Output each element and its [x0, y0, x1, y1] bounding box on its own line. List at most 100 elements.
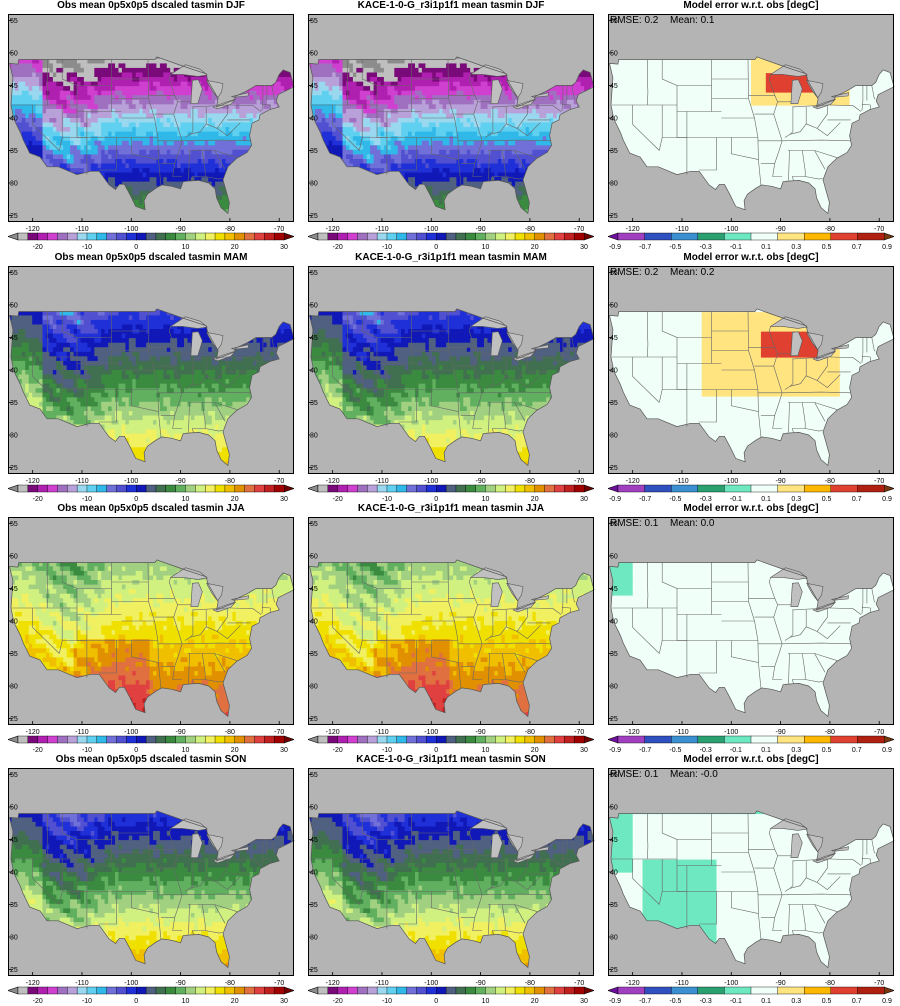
- lat-tick-label: 30: [310, 684, 318, 691]
- colorbar-max-arrow: [884, 736, 894, 743]
- lat-tick-label: 40: [310, 870, 318, 877]
- colorbar-swatch: [495, 485, 505, 492]
- lat-tick-label: 45: [10, 837, 18, 844]
- colorbar-swatch: [274, 987, 284, 994]
- lat-tick-label: 40: [310, 619, 318, 626]
- panel-title: Obs mean 0p5x0p5 dscaled tasmin JJA: [8, 503, 294, 514]
- lat-tick-label: 55: [10, 18, 18, 25]
- colorbar-swatch: [245, 233, 255, 240]
- colorbar-swatch: [367, 485, 377, 492]
- colorbar-label: -0.9: [609, 496, 621, 503]
- colorbar-swatch: [476, 987, 486, 994]
- lat-tick-label: 50: [610, 303, 618, 310]
- colorbar-label: -0.1: [730, 496, 742, 503]
- colorbar-label: -20: [333, 747, 343, 754]
- colorbar-swatch: [456, 987, 466, 994]
- colorbar-swatch: [38, 485, 48, 492]
- colorbar-swatch: [446, 233, 456, 240]
- colorbar-swatch: [485, 987, 495, 994]
- lat-tick-label: 45: [10, 335, 18, 342]
- lat-tick-label: 45: [610, 586, 618, 593]
- colorbar-swatch: [831, 485, 858, 492]
- colorbar-swatch: [328, 736, 338, 743]
- colorbar-label: 20: [231, 244, 239, 251]
- colorbar-max-arrow: [884, 987, 894, 994]
- colorbar-swatch: [456, 233, 466, 240]
- lat-tick-label: 30: [310, 181, 318, 188]
- colorbar-swatch: [476, 233, 486, 240]
- colorbar-max-arrow: [584, 485, 594, 492]
- colorbar-swatch: [357, 736, 367, 743]
- colorbar-swatch: [436, 485, 446, 492]
- colorbar-swatch: [87, 987, 97, 994]
- err-panel-djf: Model error w.r.t. obs [degC]-120-110-10…: [608, 0, 894, 250]
- colorbar-swatch: [235, 485, 245, 492]
- colorbar-label: 0.9: [882, 496, 892, 503]
- colorbar-swatch: [545, 233, 555, 240]
- colorbar-swatch: [446, 987, 456, 994]
- colorbar-swatch: [57, 233, 67, 240]
- colorbar-swatch: [48, 485, 58, 492]
- lat-tick-label: 50: [610, 51, 618, 58]
- colorbar-swatch: [436, 233, 446, 240]
- colorbar-swatch: [117, 987, 127, 994]
- colorbar-swatch: [146, 736, 156, 743]
- colorbar-swatch: [446, 485, 456, 492]
- colorbar-swatch: [495, 736, 505, 743]
- lat-tick-label: 35: [10, 651, 18, 658]
- colorbar-swatch: [97, 987, 107, 994]
- colorbar-swatch: [857, 485, 884, 492]
- mean-label: Mean: -0.0: [670, 769, 718, 780]
- colorbar-swatch: [87, 736, 97, 743]
- colorbar-swatch: [397, 736, 407, 743]
- lat-tick-label: 55: [10, 521, 18, 528]
- colorbar-swatch: [146, 987, 156, 994]
- colorbar-swatch: [564, 485, 574, 492]
- lat-tick-label: 40: [310, 368, 318, 375]
- colorbar-swatch: [724, 485, 751, 492]
- colorbar-swatch: [57, 485, 67, 492]
- colorbar-swatch: [166, 987, 176, 994]
- colorbar-swatch: [245, 987, 255, 994]
- colorbar-swatch: [48, 736, 58, 743]
- err-panel-son: Model error w.r.t. obs [degC]-120-110-10…: [608, 754, 894, 1004]
- colorbar-label: 10: [182, 747, 190, 754]
- colorbar-swatch: [185, 485, 195, 492]
- lat-tick-label: 50: [10, 554, 18, 561]
- colorbar-swatch: [554, 736, 564, 743]
- panel-title: Model error w.r.t. obs [degC]: [608, 754, 894, 765]
- colorbar-swatch: [28, 485, 38, 492]
- lat-tick-label: 50: [10, 51, 18, 58]
- colorbar-swatch: [505, 987, 515, 994]
- colorbar-swatch: [377, 736, 387, 743]
- colorbar-swatch: [367, 987, 377, 994]
- colorbar-label: 10: [182, 998, 190, 1005]
- panel-title: KACE-1-0-G_r3i1p1f1 mean tasmin JJA: [308, 503, 594, 514]
- colorbar-swatch: [136, 987, 146, 994]
- colorbar-swatch: [778, 987, 805, 994]
- colorbar-min-arrow: [608, 485, 618, 492]
- colorbar-label: -0.5: [669, 496, 681, 503]
- colorbar-min-arrow: [8, 233, 18, 240]
- colorbar-swatch: [136, 233, 146, 240]
- colorbar-swatch: [535, 987, 545, 994]
- colorbar-max-arrow: [584, 987, 594, 994]
- colorbar-swatch: [67, 485, 77, 492]
- colorbar-swatch: [515, 736, 525, 743]
- panel-title: Obs mean 0p5x0p5 dscaled tasmin MAM: [8, 252, 294, 263]
- colorbar-label: 30: [580, 496, 588, 503]
- colorbar-swatch: [377, 987, 387, 994]
- colorbar-swatch: [107, 987, 117, 994]
- colorbar-label: -10: [82, 747, 92, 754]
- colorbar-swatch: [225, 233, 235, 240]
- colorbar-swatch: [426, 233, 436, 240]
- lat-tick-label: 55: [310, 18, 318, 25]
- colorbar-swatch: [804, 987, 831, 994]
- colorbar-label: 0.7: [852, 496, 862, 503]
- colorbar-label: -20: [33, 747, 43, 754]
- colorbar-swatch: [185, 736, 195, 743]
- colorbar-label: 20: [231, 496, 239, 503]
- lat-tick-label: 30: [610, 433, 618, 440]
